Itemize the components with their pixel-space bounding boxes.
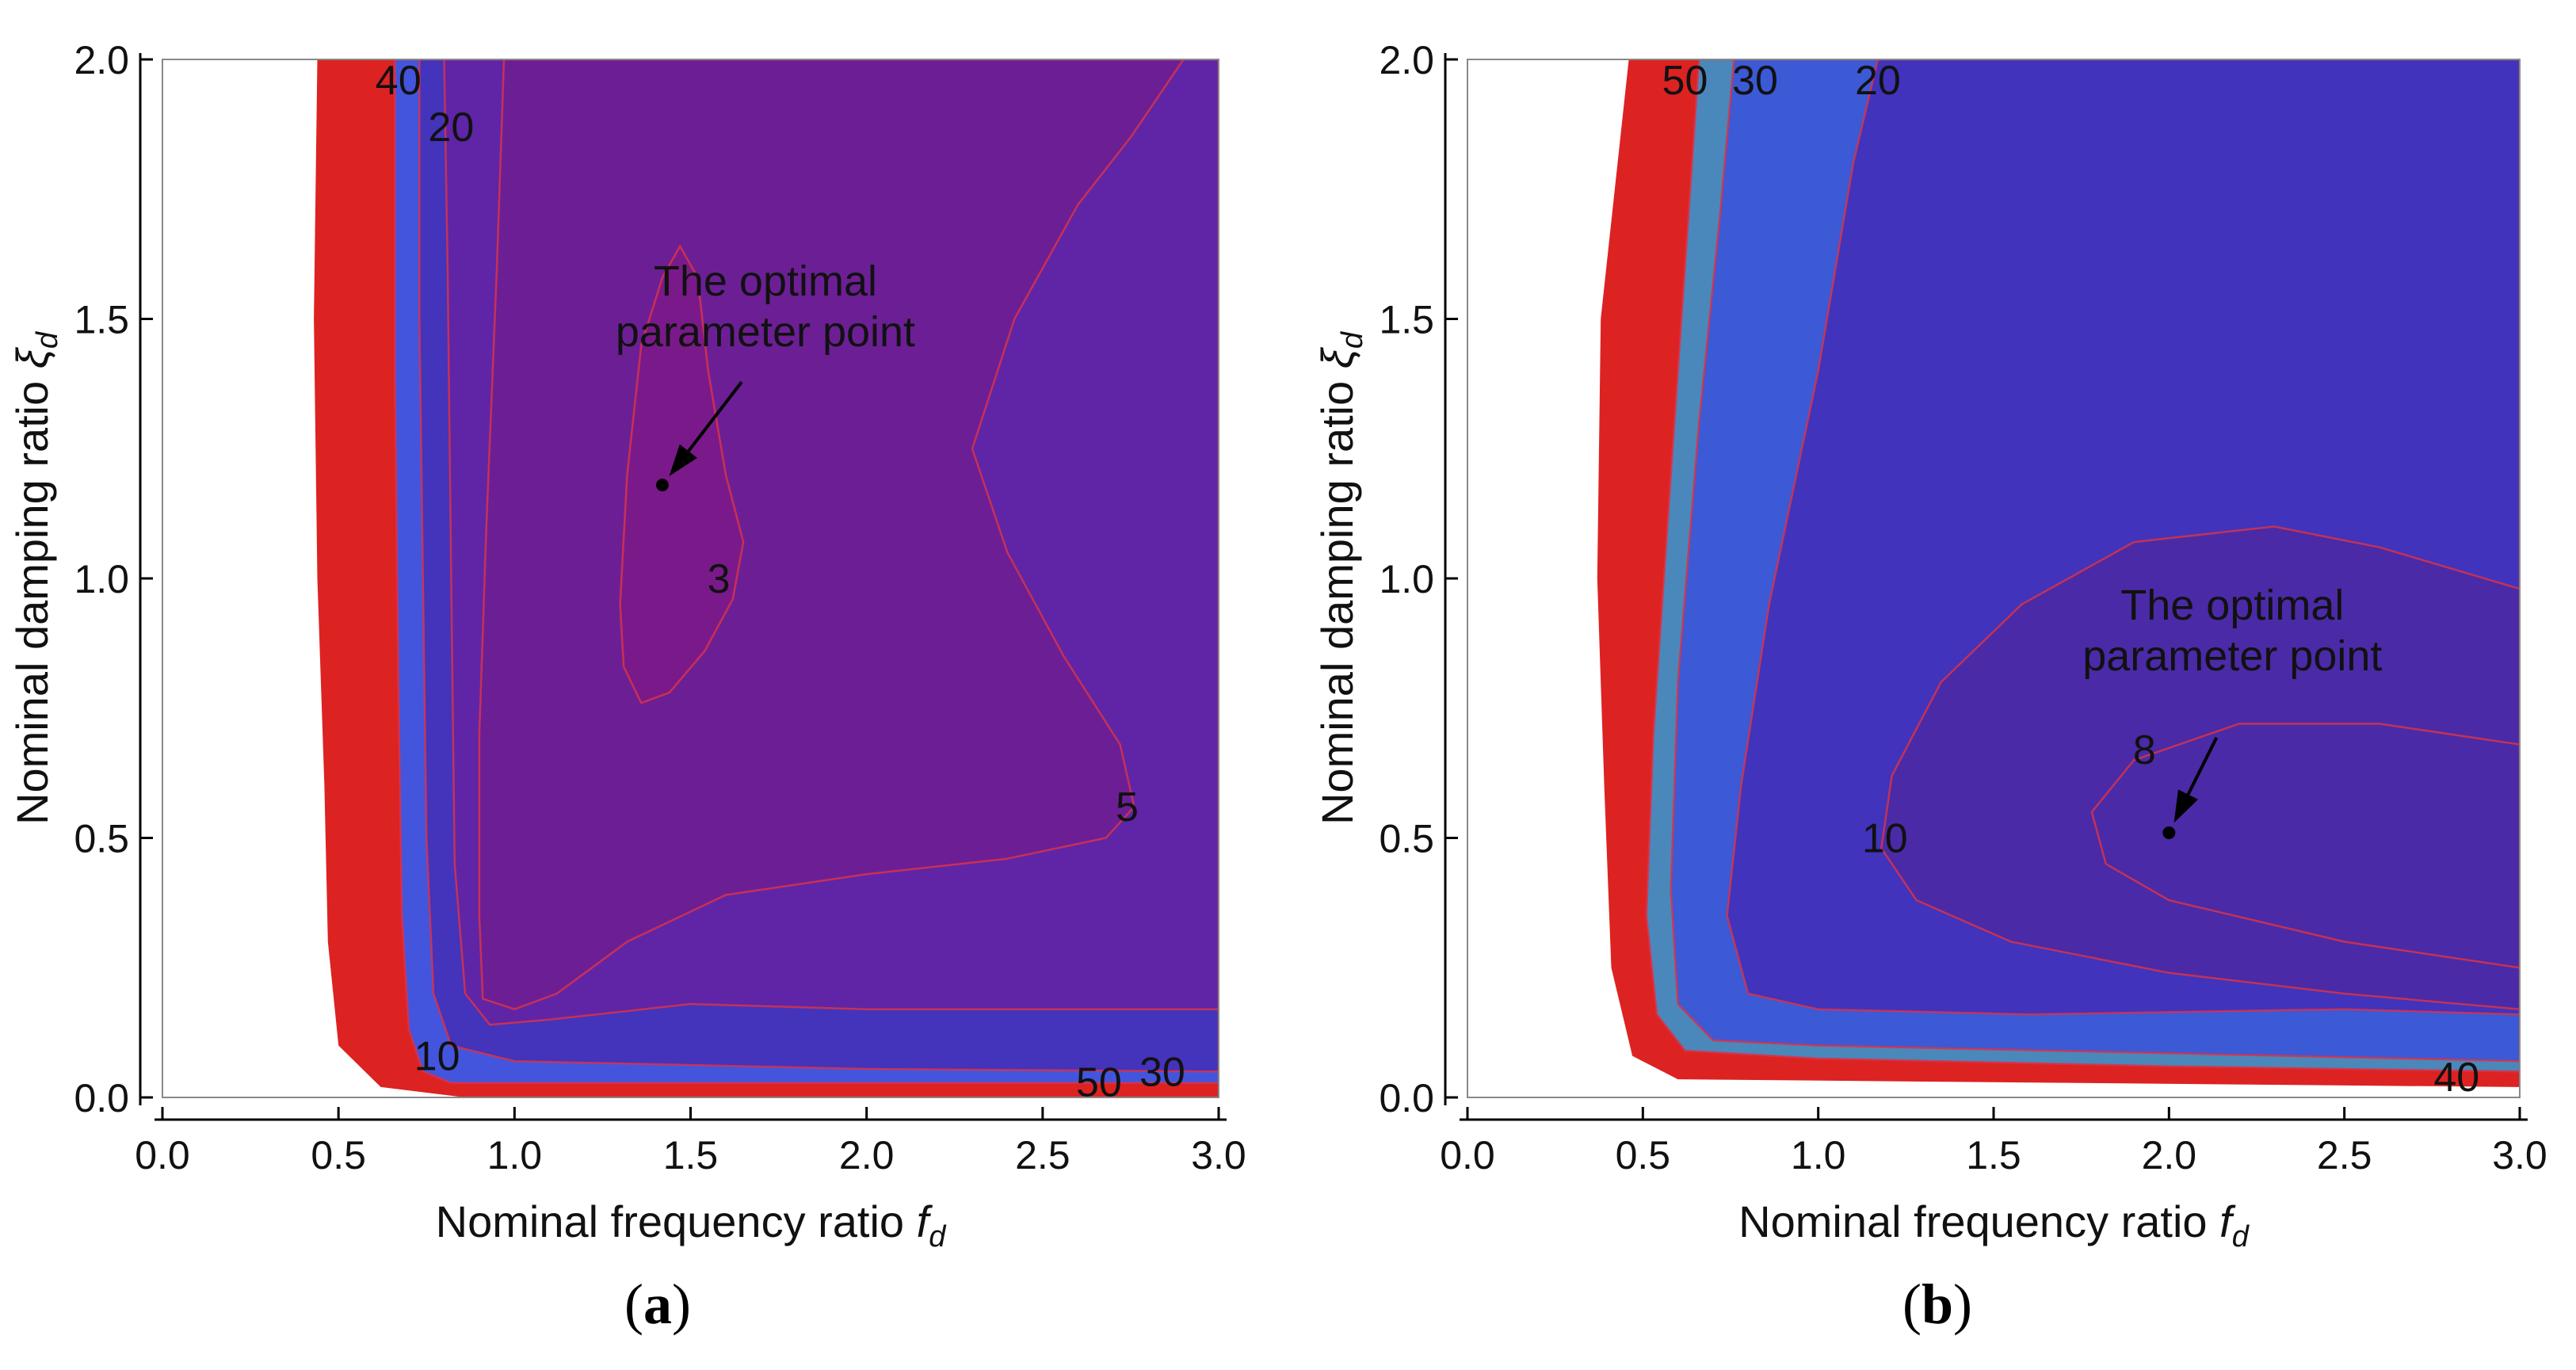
isoline	[1670, 59, 2520, 1063]
isoline	[619, 244, 745, 704]
x-tick-label: 1.5	[663, 1133, 719, 1177]
contour-label: 10	[1862, 816, 1908, 862]
isoline	[1880, 525, 2520, 1010]
contour-panel-b: 0.0 0.5 1.0 1.5 2.0 2.5 3.0 0.0 0.5 1.0 1.5 2.0 Nomi…	[1312, 38, 2547, 1336]
isoline	[478, 59, 1185, 1011]
annotation-line-1: The optimal	[2120, 582, 2344, 629]
annotation-arrow	[2181, 737, 2219, 806]
annotation-arrowhead	[2173, 789, 2199, 823]
y-tick-label: 1.0	[1379, 557, 1434, 601]
annotation-arrowhead	[669, 444, 697, 477]
x-tick-label: 2.5	[1015, 1133, 1070, 1177]
annotation-line-1: The optimal	[654, 258, 877, 305]
contour-regions	[1597, 59, 2520, 1087]
annotation-line-2: parameter point	[2082, 632, 2382, 680]
y-axis-label: Nominal damping ratio ξd	[7, 330, 64, 825]
y-tick-label: 1.5	[74, 298, 129, 342]
x-tick-label: 1.0	[1791, 1133, 1846, 1177]
x-axis-label: Nominal frequency ratio fd	[436, 1196, 948, 1254]
contour-label: 40	[2433, 1055, 2479, 1101]
y-tick-label: 0.0	[74, 1076, 129, 1120]
y-tick-label: 2.0	[1379, 38, 1434, 82]
panel-label: (a)	[624, 1273, 691, 1336]
x-tick-label: 0.0	[1440, 1133, 1495, 1177]
x-axis-label: Nominal frequency ratio fd	[1738, 1196, 2250, 1254]
x-tick-label: 0.5	[1616, 1133, 1671, 1177]
optimal-point-marker	[655, 479, 669, 492]
x-tick-label: 0.0	[135, 1133, 190, 1177]
y-tick-label: 1.0	[74, 557, 129, 601]
contour-label: 30	[1139, 1049, 1185, 1095]
x-tick-label: 3.0	[1191, 1133, 1246, 1177]
contour-label: 3	[708, 556, 731, 602]
x-tick-label: 1.0	[487, 1133, 543, 1177]
isoline	[418, 59, 1219, 1073]
contour-label: 10	[414, 1034, 460, 1080]
contour-label: 30	[1732, 58, 1778, 104]
x-tick-label: 1.5	[1966, 1133, 2021, 1177]
x-tick-label: 2.0	[2142, 1133, 2197, 1177]
y-tick-label: 2.0	[74, 38, 129, 82]
plot-frame	[1467, 59, 2521, 1098]
contour-regions	[314, 59, 1219, 1097]
contour-label: 20	[428, 105, 474, 151]
x-tick-label: 0.5	[311, 1133, 366, 1177]
contour-panel-a: 0.0 0.5 1.0 1.5 2.0 2.5 3.0 0.0 0.5 1.0 1.5 2.0 Nomi…	[7, 38, 1246, 1336]
isoline	[1726, 59, 2520, 1016]
panel-label: (b)	[1902, 1273, 1972, 1336]
contour-label: 40	[376, 58, 422, 104]
contour-label: 50	[1662, 58, 1708, 104]
isoline	[443, 59, 1219, 1026]
y-axis-label: Nominal damping ratio ξd	[1312, 330, 1369, 825]
x-tick-label: 2.5	[2317, 1133, 2372, 1177]
contour-label: 8	[2133, 727, 2156, 773]
annotation-arrow	[680, 380, 743, 461]
contour-label: 50	[1076, 1059, 1122, 1105]
x-tick-label: 3.0	[2492, 1133, 2547, 1177]
annotation-line-2: parameter point	[616, 308, 915, 356]
y-tick-label: 0.5	[1379, 817, 1434, 861]
plot-frame	[162, 59, 1219, 1098]
isoline	[394, 59, 1219, 1084]
y-tick-label: 1.5	[1379, 298, 1434, 342]
y-tick-label: 0.5	[74, 817, 129, 861]
x-tick-label: 2.0	[839, 1133, 895, 1177]
contour-label: 5	[1116, 784, 1139, 830]
isoline	[1645, 59, 2520, 1073]
optimal-point-marker	[2162, 826, 2176, 839]
isoline	[2090, 723, 2520, 969]
contour-label: 20	[1855, 58, 1901, 104]
contour-region-magenta	[620, 246, 744, 704]
y-tick-label: 0.0	[1379, 1076, 1434, 1120]
